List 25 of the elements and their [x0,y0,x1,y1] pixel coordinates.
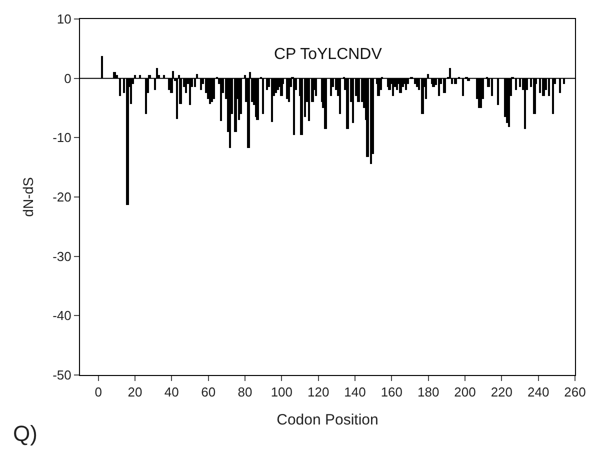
y-tick-label: 10 [56,12,72,27]
x-tick-label: 0 [94,384,102,400]
x-tick-label: 260 [564,384,586,400]
y-tick-label: -20 [52,190,72,205]
x-tick-label: 200 [454,384,476,400]
y-tick-label: -30 [52,248,72,264]
x-tick-label: 220 [490,384,513,400]
x-tick-label: 20 [128,384,142,400]
text: Q) [13,421,38,446]
x-tick-label: 240 [527,384,550,400]
y-axis-title: dN-dS [20,177,36,217]
x-tick-label: 180 [417,384,440,400]
x-axis-title: Codon Position [276,412,378,429]
x-tick-label: 60 [201,384,216,400]
y-tick-label: 0 [64,70,72,86]
y-tick-label: -40 [52,308,72,324]
x-tick-label: 100 [270,384,293,400]
x-tick-label: 140 [344,384,366,400]
x-tick-label: 40 [164,384,179,400]
x-tick-label: 120 [307,384,330,400]
x-tick-label: 160 [380,384,403,400]
text: CP ToYLCNDV [274,46,382,63]
y-tick-label: -50 [52,368,72,383]
x-tick-label: 80 [238,384,252,400]
y-tick-label: -10 [52,130,72,146]
